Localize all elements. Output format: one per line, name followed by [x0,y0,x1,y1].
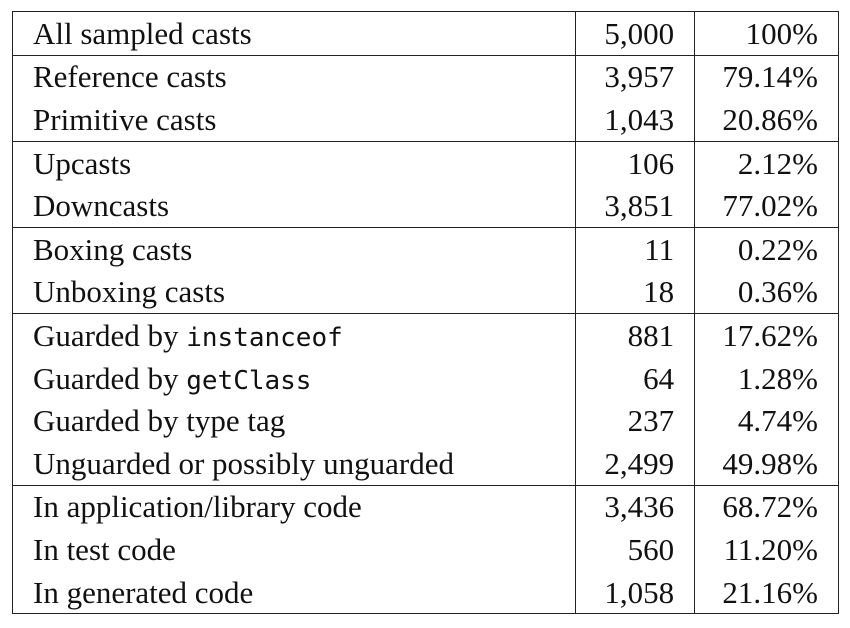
row-count: 237 [575,399,695,442]
row-count: 18 [575,270,695,314]
row-label: Guarded by getClass [13,357,576,400]
row-count: 64 [575,356,695,400]
row-percent: 49.98% [694,441,839,486]
row-label: Reference casts [12,54,576,99]
table-row: In generated code 1,058 21.16% [13,570,839,614]
row-percent: 21.16% [694,570,839,614]
row-count: 3,851 [575,184,695,228]
row-label-text: Upcasts [33,145,132,181]
row-percent: 0.36% [694,270,839,314]
row-label-text: Guarded by type tag [33,403,286,439]
table-row: All sampled casts 5,000 100% [13,11,839,56]
table-row: Guarded by instanceof 881 17.62% [12,313,839,357]
row-label-text: Unboxing casts [33,274,226,310]
table-row: Downcasts 3,851 77.02% [13,184,839,228]
row-percent: 20.86% [694,98,839,142]
table-row: Reference casts 3,957 79.14% [12,54,839,99]
table-row: Primitive casts 1,043 20.86% [13,98,839,142]
row-label: All sampled casts [13,12,576,56]
row-percent: 11.20% [694,528,839,571]
row-label-text: Boxing casts [33,231,193,267]
row-label-text: In generated code [33,574,254,610]
table-row: In application/library code 3,436 68.72% [12,484,839,529]
table-row: Unboxing casts 18 0.36% [13,270,839,314]
row-percent: 4.74% [694,399,839,442]
row-label: In test code [13,528,576,571]
cast-statistics-table: All sampled casts 5,000 100% Reference cast… [12,11,839,615]
row-count: 3,957 [575,54,695,99]
row-label: Guarded by instanceof [12,313,576,357]
row-count: 2,499 [575,441,695,486]
row-label: Unboxing casts [13,271,576,314]
row-label: Primitive casts [13,98,576,141]
row-label: Downcasts [13,184,576,227]
row-percent: 79.14% [694,54,839,99]
row-label-text: In application/library code [33,489,362,525]
table-row: Upcasts 106 2.12% [12,140,839,185]
row-label: Boxing casts [12,226,576,271]
row-percent: 100% [694,11,839,56]
table-row: Boxing casts 11 0.22% [12,226,839,271]
table-row: Unguarded or possibly unguarded 2,499 49.9… [13,441,839,486]
row-count: 1,043 [575,98,695,142]
row-count: 5,000 [575,11,695,56]
row-percent: 17.62% [694,313,839,357]
row-label-text: Guarded by [33,317,187,353]
row-label-text: All sampled casts [33,15,252,51]
table-body: All sampled casts 5,000 100% Reference cast… [12,11,839,614]
row-label-code: getClass [186,365,312,396]
row-percent: 2.12% [694,140,839,185]
row-count: 881 [575,313,695,357]
row-count: 1,058 [575,570,695,614]
row-label-text: Primitive casts [33,101,217,137]
row-percent: 77.02% [694,184,839,228]
row-label-text: Reference casts [33,59,227,95]
row-percent: 1.28% [694,356,839,400]
row-label: Upcasts [12,140,576,185]
row-percent: 68.72% [694,484,839,529]
row-label-text: Unguarded or possibly unguarded [33,445,454,481]
table-row: In test code 560 11.20% [13,528,839,571]
row-label: Guarded by type tag [13,399,576,442]
row-count: 3,436 [575,484,695,529]
row-count: 106 [575,140,695,185]
row-label: Unguarded or possibly unguarded [13,442,576,485]
row-label: In application/library code [12,484,576,529]
table-row: Guarded by getClass 64 1.28% [13,356,839,400]
row-label-text: Guarded by [33,360,187,396]
row-count: 560 [575,528,695,571]
row-label-code: instanceof [186,322,343,353]
row-count: 11 [575,226,695,271]
row-label-text: In test code [33,531,176,567]
table-row: Guarded by type tag 237 4.74% [13,399,839,442]
row-percent: 0.22% [694,226,839,271]
row-label: In generated code [13,571,576,614]
row-label-text: Downcasts [33,188,170,224]
